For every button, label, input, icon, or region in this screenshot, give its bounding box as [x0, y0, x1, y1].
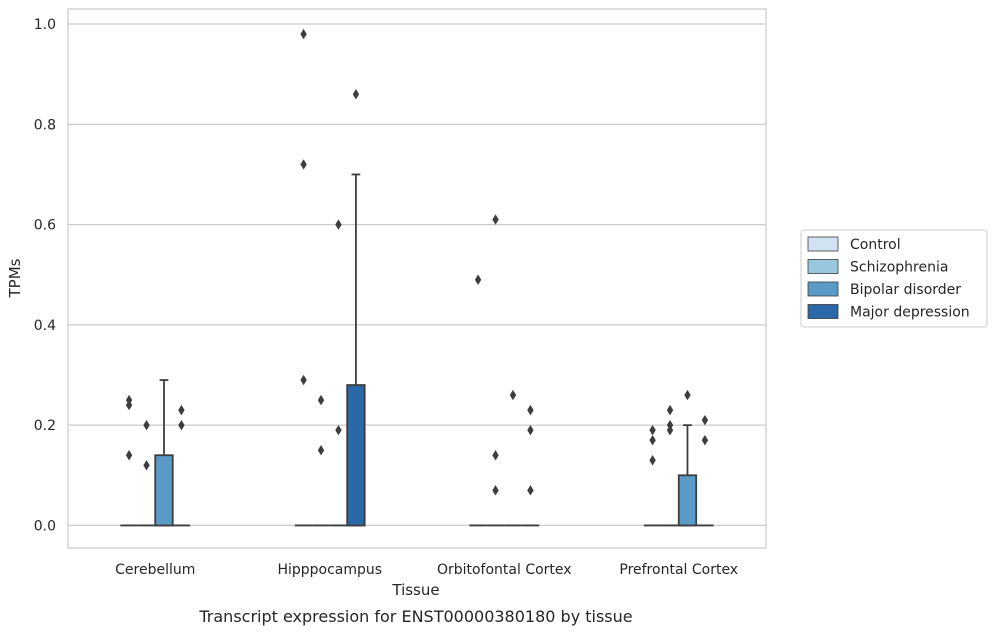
x-axis-label: Tissue: [391, 581, 439, 599]
box-bipolar-disorder-cerebellum: [154, 379, 174, 527]
y-axis-label: TPMs: [6, 258, 24, 298]
box-iqr: [154, 454, 174, 527]
outlier-point: [649, 424, 656, 436]
outlier-point: [527, 424, 534, 436]
y-tick-label: 1.0: [34, 17, 56, 33]
outlier-point: [178, 419, 185, 431]
legend-swatch-schizophrenia: [807, 259, 839, 274]
outlier-point: [492, 214, 499, 225]
outlier-point: [335, 219, 342, 230]
outlier-point: [178, 404, 185, 416]
x-tick-label: Cerebellum: [115, 562, 195, 578]
outlier-points: [125, 28, 709, 496]
x-tick-labels: Cerebellum Hipppocampus Orbitofontal Corte…: [115, 562, 738, 578]
chart-caption: Transcript expression for ENST0000038018…: [198, 607, 632, 626]
x-tick-label: Hipppocampus: [277, 562, 382, 578]
legend-swatch-bipolar-disorder: [807, 281, 839, 297]
outlier-point: [335, 424, 342, 436]
plot-frame: [67, 8, 767, 549]
x-tick-label: Prefrontal Cortex: [619, 562, 738, 578]
outlier-point: [527, 404, 534, 416]
outlier-point: [492, 450, 499, 461]
outlier-point: [701, 435, 709, 446]
y-tick-label: 0.0: [34, 518, 56, 534]
y-tick-labels: 0.0 0.2 0.4 0.6 0.8 1.0: [34, 17, 56, 534]
legend-label-major-depression: Major depression: [850, 305, 970, 321]
y-tick-label: 0.2: [34, 418, 56, 434]
y-tick-label: 0.4: [34, 318, 56, 334]
legend-swatch-major-depression: [807, 304, 839, 319]
box-iqr: [346, 384, 366, 527]
outlier-point: [300, 374, 307, 386]
outlier-point: [125, 394, 133, 406]
outlier-point: [317, 445, 325, 456]
legend-label-schizophrenia: Schizophrenia: [850, 260, 948, 276]
box-major-depression-hipppocampus: [346, 173, 366, 527]
outlier-point: [649, 455, 656, 466]
outlier-point: [143, 419, 150, 431]
outlier-point: [649, 435, 656, 446]
outlier-point: [352, 89, 360, 100]
legend: Control Schizophrenia Bipolar disorder Majo…: [800, 229, 988, 328]
outlier-point: [300, 159, 307, 170]
box-iqr: [677, 474, 698, 527]
legend-label-bipolar-disorder: Bipolar disorder: [850, 282, 961, 298]
outlier-point: [684, 389, 691, 401]
outlier-point: [701, 414, 709, 426]
box-plot-series: [120, 173, 714, 527]
legend-label-control: Control: [850, 237, 901, 253]
legend-swatch-control: [807, 236, 839, 252]
box-bipolar-disorder-prefrontal-cortex: [677, 424, 698, 527]
outlier-point: [666, 404, 674, 416]
outlier-point: [666, 419, 674, 431]
x-tick-label: Orbitofontal Cortex: [437, 562, 572, 578]
outlier-point: [474, 274, 482, 285]
grid-lines: [68, 23, 766, 527]
outlier-point: [492, 485, 499, 496]
outlier-point: [527, 485, 534, 496]
legend-frame: [800, 229, 988, 328]
outlier-point: [509, 389, 517, 401]
outlier-point: [300, 28, 307, 40]
outlier-point: [125, 450, 133, 461]
outlier-point: [143, 460, 150, 471]
y-tick-label: 0.8: [34, 117, 56, 133]
outlier-point: [317, 394, 325, 406]
y-tick-label: 0.6: [34, 218, 56, 234]
